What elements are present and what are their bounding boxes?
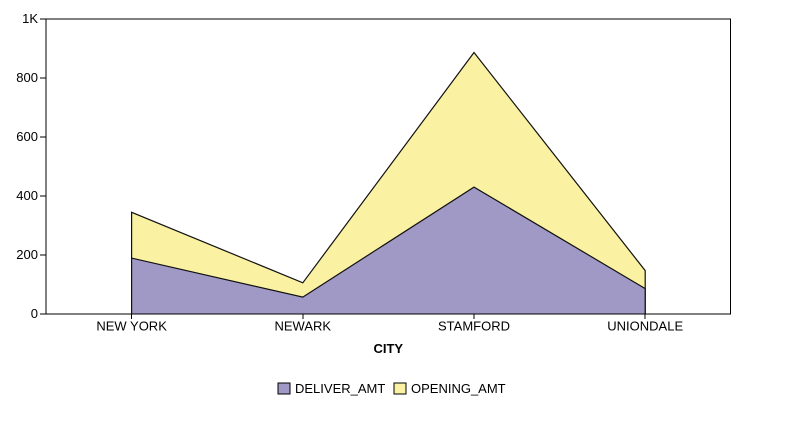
svg-text:CITY: CITY bbox=[373, 341, 403, 356]
svg-text:NEWARK: NEWARK bbox=[275, 319, 332, 334]
svg-text:1K: 1K bbox=[22, 11, 38, 26]
svg-text:200: 200 bbox=[16, 247, 38, 262]
svg-text:0: 0 bbox=[31, 306, 38, 321]
svg-text:STAMFORD: STAMFORD bbox=[438, 319, 510, 334]
svg-text:OPENING_AMT: OPENING_AMT bbox=[411, 381, 506, 396]
svg-text:600: 600 bbox=[16, 129, 38, 144]
svg-text:400: 400 bbox=[16, 188, 38, 203]
svg-text:DELIVER_AMT: DELIVER_AMT bbox=[295, 381, 385, 396]
svg-text:NEW YORK: NEW YORK bbox=[96, 319, 167, 334]
svg-text:800: 800 bbox=[16, 70, 38, 85]
svg-text:UNIONDALE: UNIONDALE bbox=[607, 319, 683, 334]
